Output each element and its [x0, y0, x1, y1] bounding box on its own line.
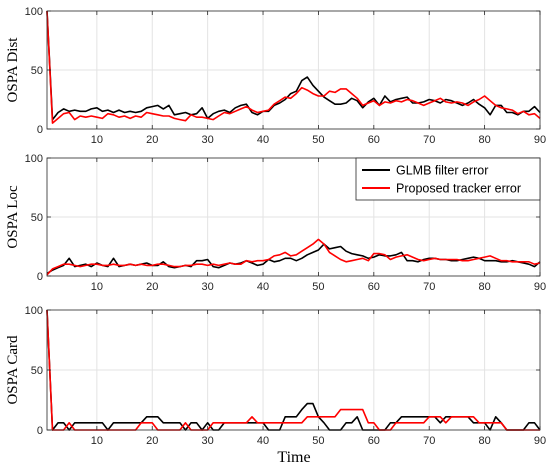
- x-tick-label: 20: [146, 134, 158, 146]
- legend-box: [355, 157, 541, 201]
- legend-label: Proposed tracker error: [396, 182, 521, 196]
- x-tick-label: 70: [423, 435, 435, 447]
- x-tick-label: 20: [146, 281, 158, 293]
- x-tick-label: 50: [312, 435, 324, 447]
- y-tick-label: 0: [37, 425, 43, 437]
- series-line-proposed-tracker-error: [46, 238, 541, 276]
- y-tick-label: 100: [25, 305, 43, 317]
- x-tick-label: 30: [202, 134, 214, 146]
- series-line-proposed-tracker-error: [46, 10, 541, 124]
- panel-3: 10 20 30 40 50 60 70 80 90 0 50 100 OSPA Card: [5, 305, 546, 447]
- x-tick-label: 40: [257, 281, 269, 293]
- y-axis-label: OSPA Loc: [5, 185, 21, 249]
- x-tick-label: 10: [91, 435, 103, 447]
- y-tick-label: 100: [25, 153, 43, 165]
- x-tick-label: 50: [312, 281, 324, 293]
- x-tick-label: 80: [478, 435, 490, 447]
- x-tick-label: 80: [478, 281, 490, 293]
- series-line-glmb-filter-error: [46, 10, 541, 121]
- x-tick-label: 10: [91, 281, 103, 293]
- y-tick-label: 50: [31, 212, 43, 224]
- legend-label: GLMB filter error: [396, 164, 488, 178]
- x-tick-label: 70: [423, 134, 435, 146]
- y-tick-label: 100: [25, 6, 43, 18]
- x-tick-label: 90: [534, 435, 546, 447]
- x-tick-label: 80: [478, 134, 490, 146]
- legend: GLMB filter error Proposed tracker error: [355, 157, 541, 201]
- y-tick-label: 0: [37, 124, 43, 136]
- x-tick-label: 30: [202, 281, 214, 293]
- y-axis-label: OSPA Dist: [5, 37, 21, 103]
- y-tick-label: 0: [37, 271, 43, 283]
- x-tick-label: 90: [534, 281, 546, 293]
- panel-2: 10 20 30 40 50 60 70 80 90 0 50 100 OSPA Loc GLMB fil…: [5, 153, 546, 293]
- x-tick-label: 90: [534, 134, 546, 146]
- x-axis-label: Time: [277, 449, 310, 466]
- x-tick-label: 50: [312, 134, 324, 146]
- x-tick-label: 30: [202, 435, 214, 447]
- panel-1: 10 20 30 40 50 60 70 80 90 0 50 100 OSPA Dist: [5, 6, 546, 146]
- x-tick-label: 10: [91, 134, 103, 146]
- x-tick-label: 60: [368, 281, 380, 293]
- x-tick-label: 40: [257, 435, 269, 447]
- x-tick-label: 70: [423, 281, 435, 293]
- y-tick-label: 50: [31, 365, 43, 377]
- x-tick-label: 20: [146, 435, 158, 447]
- x-tick-label: 60: [368, 134, 380, 146]
- x-tick-label: 60: [368, 435, 380, 447]
- y-tick-label: 50: [31, 65, 43, 77]
- x-tick-label: 40: [257, 134, 269, 146]
- y-axis-label: OSPA Card: [5, 335, 21, 405]
